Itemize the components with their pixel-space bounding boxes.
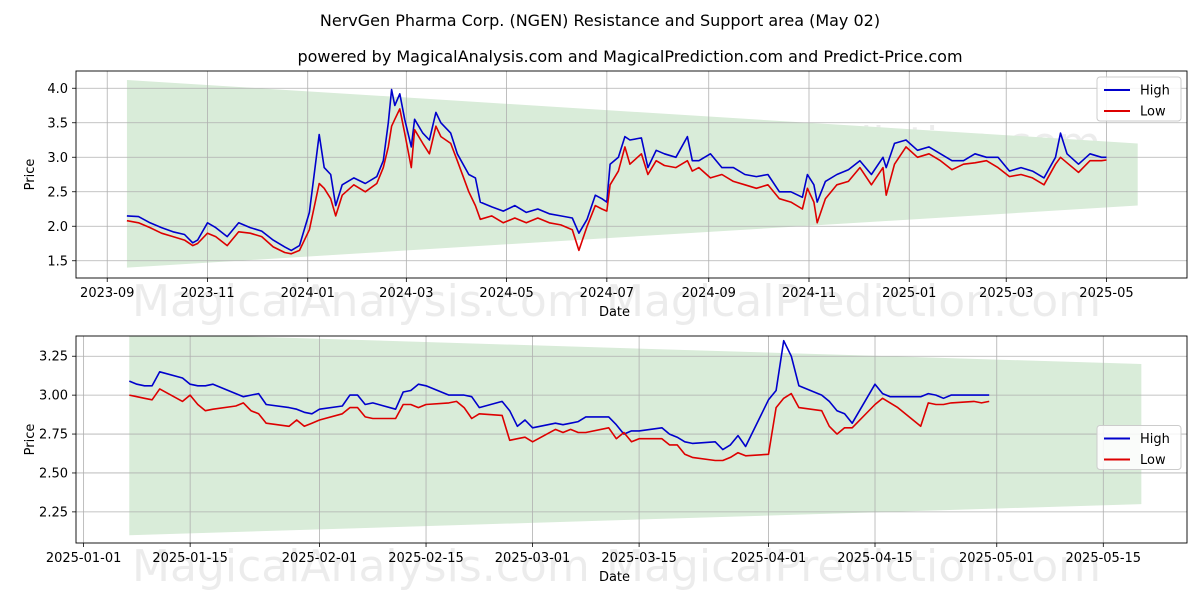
x-tick-label: 2024-03	[379, 286, 433, 301]
plot-frame	[75, 335, 1188, 544]
x-tick-label: 2025-01-01	[46, 551, 122, 566]
x-tick-label: 2025-03	[979, 286, 1033, 301]
x-tick-label: 2025-05-01	[959, 551, 1035, 566]
series-line-low	[126, 108, 1107, 255]
x-tick-label: 2025-05-15	[1066, 551, 1142, 566]
legend-label-low: Low	[1140, 105, 1166, 120]
y-tick-label: 2.0	[47, 220, 68, 235]
y-axis-label: Price	[23, 424, 38, 456]
x-tick-label: 2024-11	[782, 286, 836, 301]
x-tick-label: 2023-09	[80, 286, 134, 301]
x-tick-label: 2025-02-15	[388, 551, 464, 566]
y-axis-label: Price	[23, 159, 38, 191]
x-tick-label: 2025-03-01	[495, 551, 571, 566]
legend-label-low: Low	[1140, 453, 1166, 468]
x-tick-label: 2025-01	[882, 286, 936, 301]
x-tick-label: 2025-01-15	[152, 551, 228, 566]
y-tick-label: 2.50	[39, 466, 68, 481]
y-tick-label: 3.25	[39, 350, 68, 365]
series-line-high	[126, 88, 1107, 252]
top-chart-panel: MagicalAnalysis.com MagicalPrediction.com…	[23, 70, 1188, 327]
y-tick-label: 2.25	[39, 505, 68, 520]
legend-label-high: High	[1140, 432, 1170, 447]
watermark-right-lower: MagicalPrediction.com	[606, 541, 1101, 592]
watermark-left-lower: MagicalAnalysis.com	[132, 276, 590, 327]
x-tick-label: 2025-02-01	[282, 551, 358, 566]
x-tick-label: 2023-11	[180, 286, 234, 301]
y-tick-label: 1.5	[47, 254, 68, 269]
y-tick-label: 3.00	[39, 389, 68, 404]
x-tick-label: 2024-07	[580, 286, 634, 301]
y-tick-label: 4.0	[47, 82, 68, 97]
watermark-right-lower: MagicalPrediction.com	[606, 276, 1101, 327]
support-resistance-band	[129, 336, 1142, 536]
x-tick-label: 2024-01	[281, 286, 335, 301]
legend-label-high: High	[1140, 84, 1170, 99]
y-tick-label: 3.5	[47, 116, 68, 131]
series-line-low	[129, 388, 990, 462]
y-tick-label: 2.75	[39, 428, 68, 443]
x-tick-label: 2024-09	[682, 286, 736, 301]
chart-title: NervGen Pharma Corp. (NGEN) Resistance a…	[320, 11, 880, 30]
x-tick-label: 2024-05	[479, 286, 533, 301]
chart-subtitle: powered by MagicalAnalysis.com and Magic…	[297, 47, 962, 66]
x-tick-label: 2025-05	[1079, 286, 1133, 301]
x-tick-label: 2025-04-15	[837, 551, 913, 566]
legend: High Low	[1096, 425, 1182, 470]
watermark-left-lower: MagicalAnalysis.com	[132, 541, 590, 592]
x-tick-label: 2025-04-01	[731, 551, 807, 566]
x-axis-label: Date	[599, 570, 630, 585]
bottom-chart-panel: MagicalAnalysis.com MagicalPrediction.com…	[23, 335, 1188, 592]
x-tick-label: 2025-03-15	[601, 551, 677, 566]
plot-frame	[75, 70, 1188, 279]
legend: High Low	[1096, 76, 1182, 122]
y-tick-label: 3.0	[47, 151, 68, 166]
series-line-high	[128, 339, 990, 451]
y-tick-label: 2.5	[47, 185, 68, 200]
support-resistance-band	[126, 79, 1138, 268]
x-axis-label: Date	[599, 305, 630, 320]
